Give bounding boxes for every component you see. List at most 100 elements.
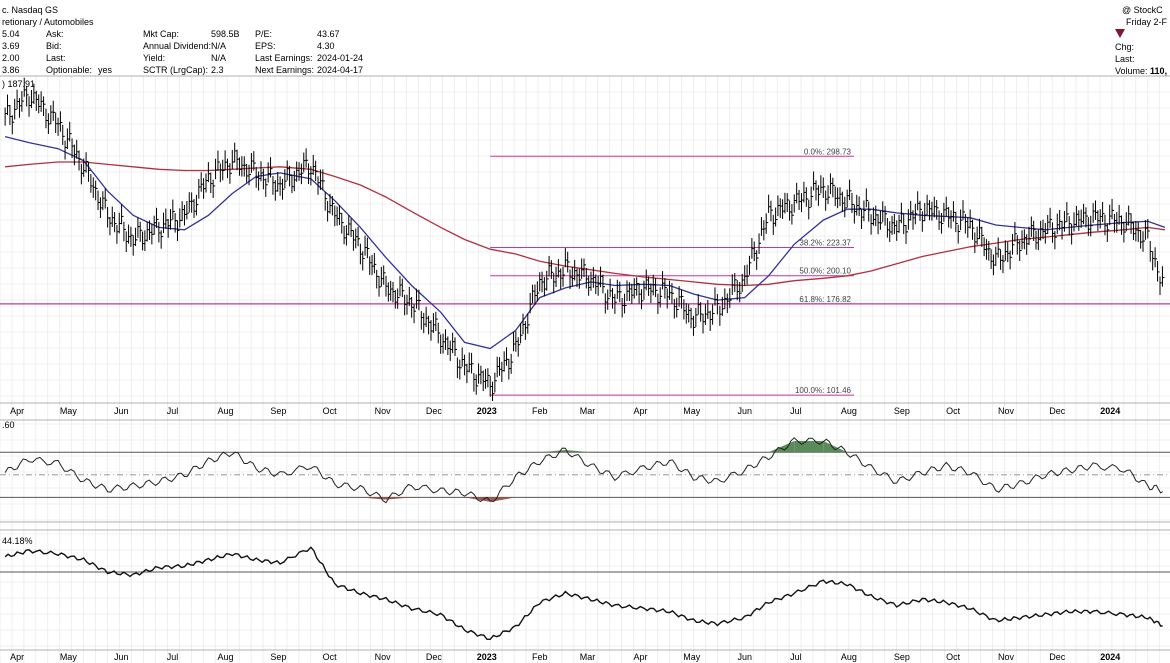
month-tick-label: Nov [998,652,1015,662]
month-tick-label: Jun [737,406,752,416]
month-tick-label: Apr [634,406,648,416]
fundamental-value: 2.3 [211,65,224,75]
rsi-legend: .60 [2,420,15,430]
fib-level-label: 38.2%: 223.37 [799,239,851,248]
volume-value: 110, [1150,66,1168,76]
fib-level-label: 0.0%: 298.73 [804,147,852,156]
month-tick-label: Oct [946,652,961,662]
quote-label: Bid: [46,41,62,51]
month-tick-label: Aug [217,406,233,416]
fundamental-label: Mkt Cap: [143,29,180,39]
fundamental-label: Yield: [143,53,166,63]
rsi-overbought-fill [794,440,824,453]
month-tick-label: Feb [532,652,548,662]
rsi-line [4,437,1163,504]
fundamental-value: 43.67 [317,29,340,39]
month-tick-label: Mar [580,406,596,416]
month-tick-label: May [60,406,78,416]
rsi-oversold-fill [386,497,412,500]
month-tick-label: 2024 [1100,652,1120,662]
month-tick-label: Nov [375,652,392,662]
month-tick-label: Jun [737,652,752,662]
month-tick-label: 2023 [477,652,497,662]
fundamental-value: 598.5B [211,29,240,39]
slow-moving-average [5,161,1165,287]
month-tick-label: Mar [580,652,596,662]
quote-extra: yes [98,65,113,75]
month-tick-label: Dec [426,652,443,662]
month-tick-label: Dec [426,406,443,416]
fundamental-label: EPS: [255,41,276,51]
month-tick-label: May [683,652,701,662]
x-axis-labels: Apr Apr May May Jun Jun Jul Jul Aug Aug Sep Sep Oct O… [10,406,1120,662]
month-tick-label: Jun [114,652,129,662]
fundamental-label: SCTR (LrgCap): [143,65,209,75]
performance-line [4,546,1163,640]
month-tick-label: Apr [634,652,648,662]
month-tick-label: Oct [323,406,338,416]
quote-label: Optionable: [46,65,93,75]
quote-label: Last: [46,53,66,63]
month-tick-label: Aug [217,652,233,662]
month-tick-label: Dec [1049,652,1066,662]
month-tick-label: Jun [114,406,129,416]
month-tick-label: Sep [270,406,286,416]
fib-level-label: 50.0%: 200.10 [799,267,851,276]
month-tick-label: Apr [10,652,24,662]
quote-value: 5.04 [2,29,20,39]
exchange-label: c. Nasdaq GS [2,5,59,15]
rsi-oversold-fill [360,497,387,500]
month-tick-label: Apr [10,406,24,416]
month-tick-label: Jul [790,406,802,416]
rsi-overbought-fill [539,449,566,453]
quote-value: 2.00 [2,53,20,63]
month-tick-label: Jul [167,652,179,662]
month-tick-label: Sep [270,652,286,662]
month-tick-label: Oct [946,406,961,416]
fundamental-value: N/A [211,53,227,63]
quote-label: Ask: [46,29,64,39]
month-tick-label: Sep [894,406,910,416]
month-tick-label: 2024 [1100,406,1120,416]
volume-label: Volume: 110, [1115,65,1167,77]
fundamental-value: N/A [211,41,227,51]
month-tick-label: May [683,406,701,416]
down-arrow-icon [1115,29,1125,38]
fundamental-label: Last Earnings: [255,53,313,63]
rsi-overbought-fill [823,440,848,453]
perf-legend: 44.18% [2,536,33,546]
chg-label: Chg: [1115,42,1135,52]
month-tick-label: Oct [323,652,338,662]
chart-grid [0,75,1170,663]
quote-value: 3.69 [2,41,20,51]
sector-label: retionary / Automobiles [2,17,94,27]
fib-level-label: 100.0%: 101.46 [795,386,852,395]
month-tick-label: Aug [841,406,857,416]
performance-panel [0,546,1170,640]
month-tick-label: Jul [790,652,802,662]
fundamental-value: 4.30 [317,41,335,51]
month-tick-label: Sep [894,652,910,662]
quote-value: 3.86 [2,65,20,75]
rsi-panel [0,437,1170,504]
last-label: Last: [1115,54,1135,64]
date-label: Friday 2-F [1126,17,1168,27]
fundamental-label: Next Earnings: [255,65,315,75]
fib-level-label: 61.8%: 176.82 [799,295,851,304]
month-tick-label: Nov [998,406,1015,416]
rsi-overbought-fill [768,440,795,453]
brand-label: @ StockC [1122,5,1163,15]
month-tick-label: 2023 [477,406,497,416]
rsi-overbought-fill [565,449,591,453]
month-tick-label: May [60,652,78,662]
fundamental-value: 2024-04-17 [317,65,364,75]
month-tick-label: Aug [841,652,857,662]
month-tick-label: Feb [532,406,548,416]
panel-borders [0,75,1170,651]
volume-label-text: Volume: [1115,66,1148,76]
price-legend: ) 187.91 [2,79,35,89]
month-tick-label: Jul [167,406,179,416]
fundamental-value: 2024-01-24 [317,53,364,63]
month-tick-label: Dec [1049,406,1066,416]
